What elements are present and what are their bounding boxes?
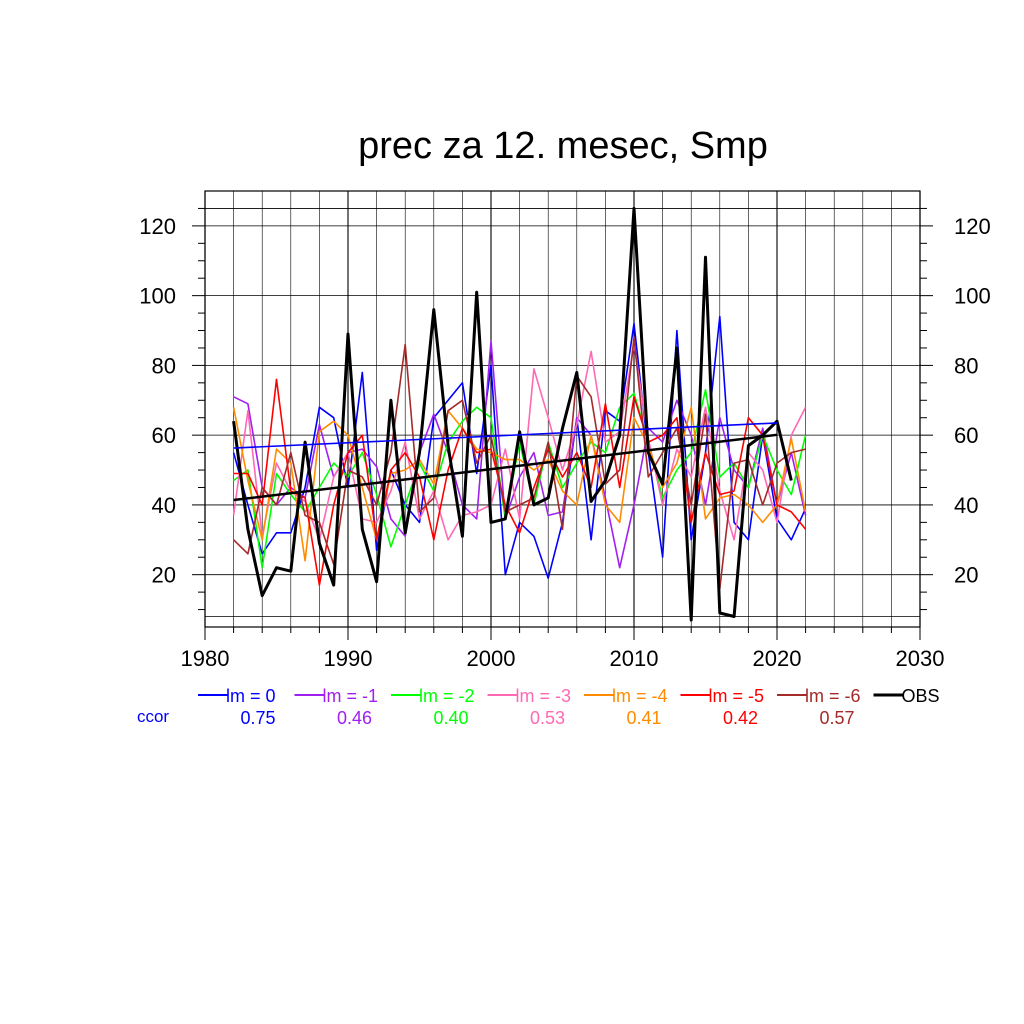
series-line <box>233 388 807 569</box>
legend-ccor-value: 0.57 <box>819 708 854 728</box>
y-tick-label-right: 100 <box>954 284 991 309</box>
y-tick-label-right: 120 <box>954 214 991 239</box>
legend-label: lm = -5 <box>709 686 765 706</box>
trend-line <box>233 422 778 449</box>
legend-label: lm = -4 <box>612 686 668 706</box>
y-tick-label-left: 20 <box>152 563 176 588</box>
legend-label: OBS <box>902 686 940 706</box>
y-tick-label-left: 60 <box>152 423 176 448</box>
x-tick-label: 2000 <box>467 646 516 671</box>
trend-line <box>233 433 778 502</box>
legend-label: lm = -1 <box>323 686 379 706</box>
y-tick-label-right: 80 <box>954 353 978 378</box>
legend-label: lm = -3 <box>516 686 572 706</box>
series-line <box>232 206 793 622</box>
legend-ccor-value: 0.75 <box>240 708 275 728</box>
legend-ccor-value: 0.40 <box>433 708 468 728</box>
y-tick-label-left: 100 <box>139 284 176 309</box>
x-tick-label: 1980 <box>181 646 230 671</box>
legend-ccor-value: 0.46 <box>337 708 372 728</box>
y-tick-label-right: 60 <box>954 423 978 448</box>
legend-label: lm = -2 <box>419 686 475 706</box>
x-tick-label: 1990 <box>324 646 373 671</box>
legend-ccor-value: 0.41 <box>626 708 661 728</box>
y-tick-label-left: 120 <box>139 214 176 239</box>
axis-ticks <box>192 207 933 640</box>
trend-lines <box>233 422 778 502</box>
y-tick-label-right: 40 <box>954 493 978 518</box>
grid <box>204 191 921 627</box>
series-line <box>232 406 807 562</box>
chart-title: prec za 12. mesec, Smp <box>358 125 768 167</box>
legend-label: lm = -6 <box>805 686 861 706</box>
series-lines <box>232 206 807 622</box>
x-tick-label: 2010 <box>610 646 659 671</box>
legend-label: lm = 0 <box>226 686 276 706</box>
x-tick-label: 2020 <box>753 646 802 671</box>
y-tick-label-left: 80 <box>152 353 176 378</box>
legend-ccor-value: 0.42 <box>723 708 758 728</box>
legend-ccor-value: 0.53 <box>530 708 565 728</box>
series-line <box>232 343 807 541</box>
ccor-label: ccor <box>137 707 169 726</box>
plot-frame <box>204 190 921 628</box>
y-tick-label-right: 20 <box>954 563 978 588</box>
series-line <box>233 336 806 590</box>
y-tick-label-left: 40 <box>152 493 176 518</box>
x-tick-label: 2030 <box>896 646 945 671</box>
